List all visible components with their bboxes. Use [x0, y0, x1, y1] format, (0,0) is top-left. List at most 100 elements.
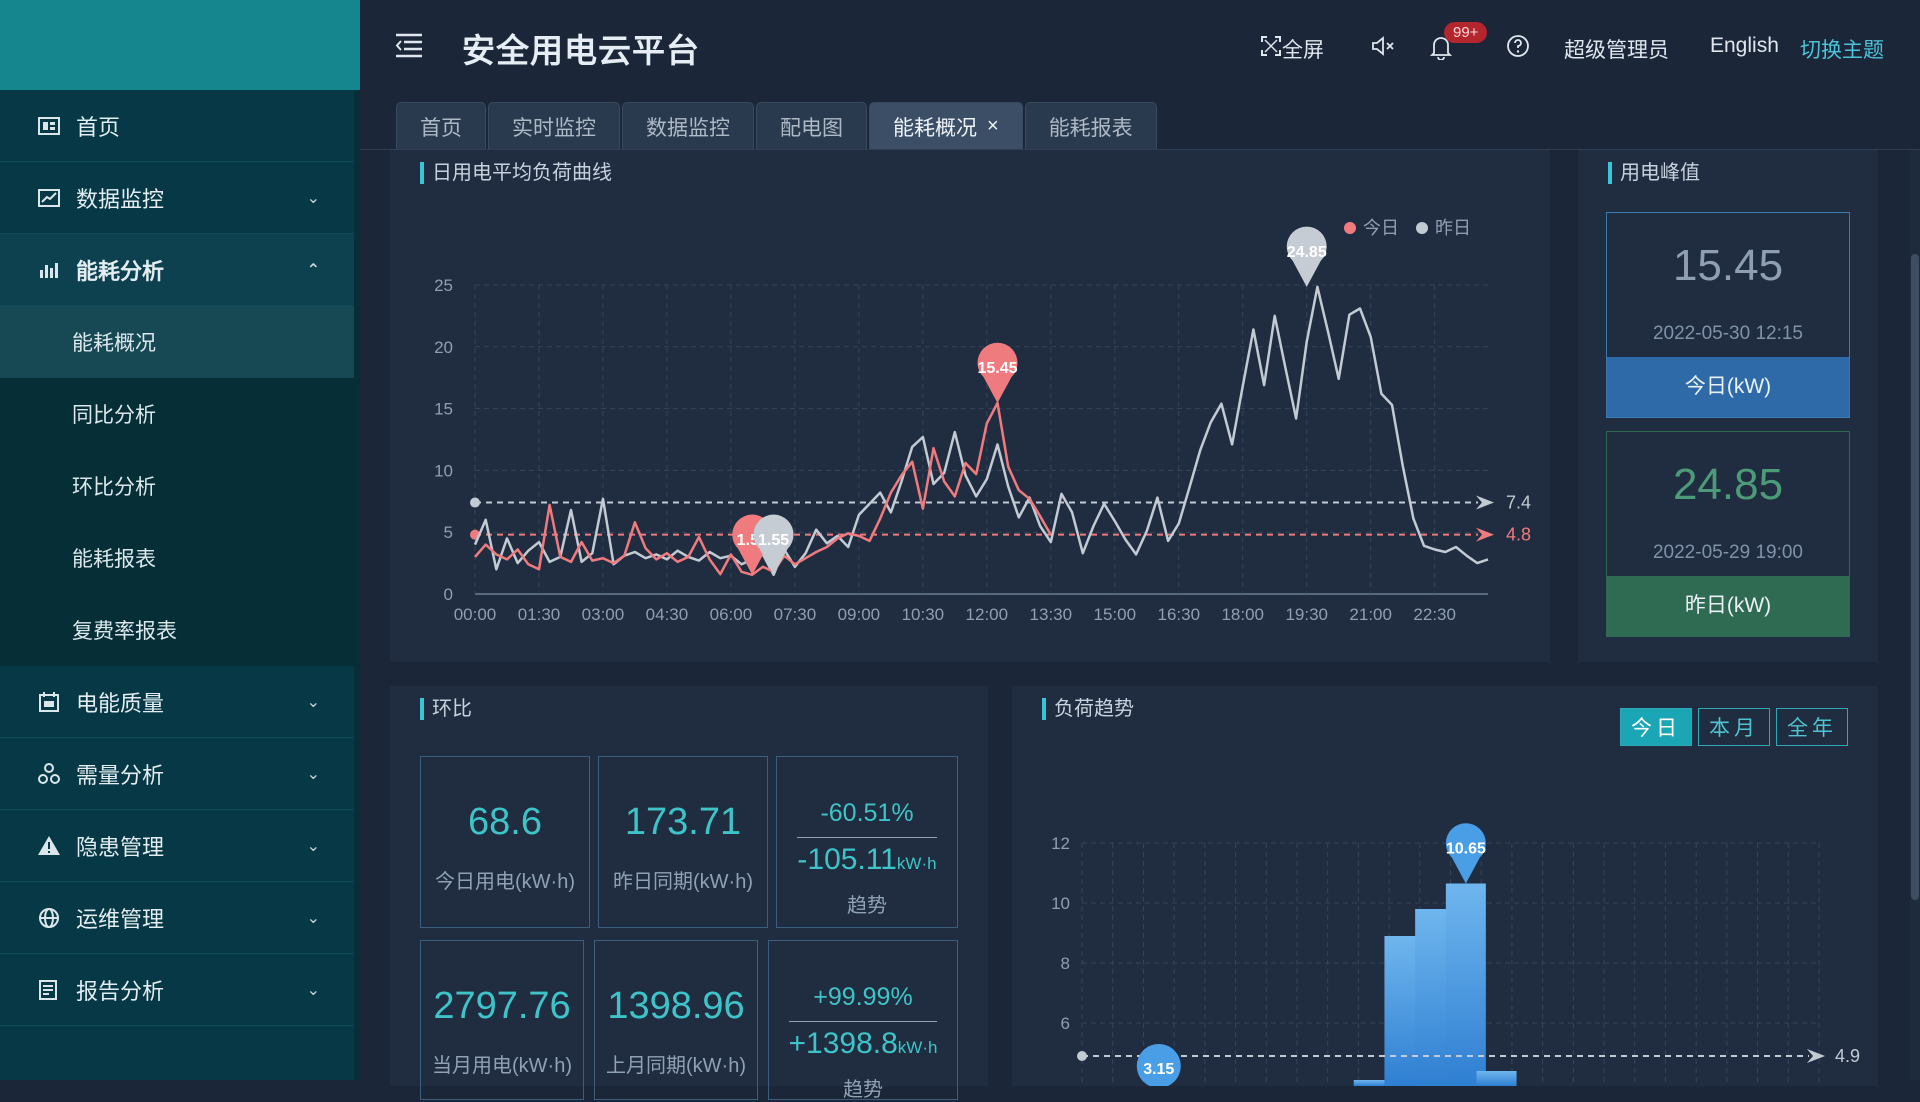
divider	[797, 837, 937, 838]
bar-chart-icon	[36, 257, 62, 283]
panel-title: 环比	[420, 698, 472, 720]
legend-marker-yesterday	[1416, 222, 1428, 234]
notification-button[interactable]	[1429, 34, 1453, 66]
day-trend-percent: -60.51%	[820, 799, 914, 827]
chevron-down-icon: ⌄	[306, 765, 320, 783]
load-curve-panel: 日用电平均负荷曲线 0 5 10 15 20 25 00:00 01:30 03:00 04:30…	[390, 150, 1550, 662]
average-line-start	[1077, 1051, 1087, 1061]
sidebar-item-hazard-management[interactable]: 隐患管理 ⌄	[0, 810, 360, 882]
tab-home[interactable]: 首页	[396, 102, 486, 150]
sidebar-item-label: 报告分析	[76, 978, 165, 1004]
range-button-group: 今日 本月 全年	[1614, 708, 1848, 746]
y-tick-label: 6	[1061, 1014, 1070, 1033]
tab-label: 配电图	[780, 116, 843, 140]
tab-data-monitor[interactable]: 数据监控	[622, 102, 754, 150]
logo-area	[0, 0, 360, 90]
chevron-down-icon: ⌄	[306, 693, 320, 711]
range-month-button[interactable]: 本月	[1698, 708, 1770, 746]
calendar-icon	[36, 689, 62, 715]
energy-submenu: 能耗概况 同比分析 环比分析 能耗报表 复费率报表	[0, 306, 360, 666]
x-tick-label: 01:30	[518, 605, 561, 624]
sidebar-item-ops-management[interactable]: 运维管理 ⌄	[0, 882, 360, 954]
yesterday-peak-card: 24.85 2022-05-29 19:00 昨日(kW)	[1606, 431, 1850, 637]
legend-label-today: 今日	[1363, 218, 1399, 238]
help-button[interactable]	[1506, 34, 1530, 64]
max-pin-yesterday: 24.85	[1287, 226, 1327, 287]
average-line-today-arrow	[1476, 527, 1494, 542]
min-pin: 3.15	[1136, 1044, 1181, 1086]
chevron-down-icon: ⌄	[306, 837, 320, 855]
average-line-today-label: 4.8	[1506, 525, 1531, 545]
max-pin: 10.65	[1446, 823, 1486, 884]
tab-distribution-diagram[interactable]: 配电图	[756, 102, 867, 150]
month-trend-delta: +1398.8kW·h	[769, 1027, 957, 1061]
legend-marker-today	[1344, 222, 1356, 234]
close-icon[interactable]: ×	[987, 115, 999, 137]
sidebar-item-demand-analysis[interactable]: 需量分析 ⌄	[0, 738, 360, 810]
min-pin-yesterday: 1.55	[753, 514, 794, 575]
average-line-yesterday-start	[470, 497, 480, 508]
min-pin-yesterday-label: 1.55	[758, 532, 789, 549]
sidebar-item-label: 运维管理	[76, 906, 165, 932]
bar	[1445, 883, 1486, 1086]
y-tick-label: 10	[434, 461, 453, 480]
sidebar-item-home[interactable]: 首页	[0, 90, 360, 162]
yesterday-usage-box: 173.71 昨日同期(kW·h)	[598, 756, 768, 928]
menu-toggle-icon[interactable]	[394, 30, 424, 60]
x-tick-label: 03:00	[582, 605, 625, 624]
warning-icon	[36, 833, 62, 859]
legend-label-yesterday: 昨日	[1435, 218, 1471, 238]
language-switch[interactable]: English	[1710, 34, 1779, 57]
average-line-label: 4.9	[1835, 1046, 1860, 1066]
tab-energy-overview[interactable]: 能耗概况 ×	[869, 102, 1023, 150]
min-pin-yesterday-shape	[753, 514, 794, 575]
divider	[789, 1021, 937, 1022]
submenu-item-overview[interactable]: 能耗概况	[0, 306, 360, 378]
sidebar-item-label: 电能质量	[76, 690, 165, 716]
x-tick-label: 09:00	[838, 605, 881, 624]
trend-label: 趋势	[847, 895, 887, 917]
submenu-item-report[interactable]: 能耗报表	[72, 548, 156, 571]
sidebar-item-energy-analysis[interactable]: 能耗分析 ⌃	[0, 234, 360, 306]
tab-realtime[interactable]: 实时监控	[488, 102, 620, 150]
tab-label: 数据监控	[646, 116, 730, 140]
sidebar-item-report-analysis[interactable]: 报告分析 ⌄	[0, 954, 360, 1026]
user-menu[interactable]: 超级管理员	[1564, 39, 1669, 62]
home-icon	[36, 113, 62, 139]
sidebar-item-label: 数据监控	[76, 186, 165, 212]
submenu-item-yoy[interactable]: 同比分析	[72, 404, 156, 427]
submenu-item-mom[interactable]: 环比分析	[72, 476, 156, 499]
today-peak-value: 15.45	[1672, 241, 1784, 290]
yesterday-peak-value: 24.85	[1672, 460, 1784, 509]
main-scrollbar-thumb[interactable]	[1911, 254, 1919, 900]
x-tick-label: 18:00	[1221, 605, 1264, 624]
y-tick-label: 25	[434, 276, 453, 295]
range-today-button[interactable]: 今日	[1620, 708, 1692, 746]
report-icon	[36, 977, 62, 1003]
panel-title: 日用电平均负荷曲线	[420, 162, 612, 184]
sidebar-item-power-quality[interactable]: 电能质量 ⌄	[0, 666, 360, 738]
tab-energy-report[interactable]: 能耗报表	[1024, 102, 1157, 150]
app-title: 安全用电云平台	[462, 32, 700, 69]
y-tick-label: 0	[444, 585, 453, 604]
month-trend-percent: +99.99%	[813, 983, 913, 1011]
tab-label: 首页	[420, 116, 462, 140]
sidebar-item-data-monitor[interactable]: 数据监控 ⌄	[0, 162, 360, 234]
last-month-usage-label: 上月同期(kW·h)	[606, 1055, 746, 1077]
today-peak-label: 今日(kW)	[1607, 357, 1849, 417]
nodes-icon	[36, 761, 62, 787]
tab-label: 能耗报表	[1048, 116, 1133, 140]
sidebar-scrollbar[interactable]	[354, 90, 360, 1080]
today-usage-value: 68.6	[468, 801, 542, 843]
max-pin-label: 10.65	[1446, 841, 1486, 858]
submenu-item-tariff-report[interactable]: 复费率报表	[72, 620, 177, 643]
max-pin-today-shape	[977, 342, 1018, 404]
fullscreen-button[interactable]: 全屏	[1260, 34, 1324, 64]
month-usage-label: 当月用电(kW·h)	[432, 1055, 572, 1077]
mute-button[interactable]	[1370, 34, 1398, 64]
today-usage-label: 今日用电(kW·h)	[435, 871, 575, 893]
theme-switch[interactable]: 切换主题	[1800, 39, 1884, 62]
x-tick-label: 04:30	[646, 605, 689, 624]
average-line-arrow	[1807, 1049, 1825, 1063]
range-year-button[interactable]: 全年	[1776, 708, 1848, 746]
